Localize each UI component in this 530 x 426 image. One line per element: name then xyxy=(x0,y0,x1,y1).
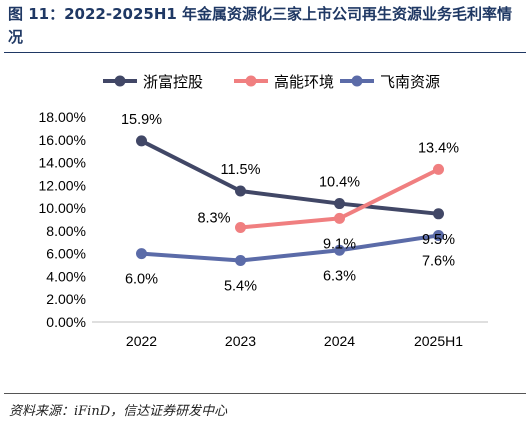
data-point xyxy=(433,163,444,175)
data-point xyxy=(235,221,246,233)
x-tick-label: 2025H1 xyxy=(414,333,463,349)
x-tick-label: 2024 xyxy=(324,333,355,349)
data-point xyxy=(136,248,147,260)
data-point xyxy=(334,212,345,224)
source-divider xyxy=(4,393,526,394)
y-axis: 0.00% 2.00% 4.00% 6.00% 8.00% 10.00% 12.00% 14.… xyxy=(39,109,86,330)
data-point xyxy=(235,255,246,266)
data-label: 9.5% xyxy=(422,232,455,248)
data-label: 6.3% xyxy=(323,268,356,284)
data-point xyxy=(433,229,444,241)
chart-legend: 浙富控股 高能环境 飞南资源 xyxy=(103,73,440,91)
series-line-2 xyxy=(141,233,439,263)
y-tick-label: 10.00% xyxy=(39,200,86,216)
data-label: 8.3% xyxy=(197,210,230,226)
data-label: 9.1% xyxy=(323,236,356,252)
legend-marker-2 xyxy=(351,75,363,87)
data-label: 5.4% xyxy=(224,279,257,295)
y-tick-label: 16.00% xyxy=(39,132,86,148)
data-point xyxy=(235,185,246,197)
y-tick-label: 12.00% xyxy=(39,177,86,193)
legend-label: 高能环境 xyxy=(274,73,334,91)
data-point xyxy=(334,244,345,256)
data-labels: 15.9% 11.5% 10.4% 9.5% 8.3% 9.1% 13.4% 6.0% 5.4%… xyxy=(121,112,459,295)
series-line-0 xyxy=(140,139,439,216)
data-label: 15.9% xyxy=(121,112,162,128)
x-tick-label: 2022 xyxy=(126,333,157,349)
data-point xyxy=(136,135,147,147)
y-tick-label: 18.00% xyxy=(39,109,86,125)
y-tick-label: 8.00% xyxy=(46,223,86,239)
data-label: 10.4% xyxy=(319,175,360,191)
y-tick-label: 6.00% xyxy=(46,246,86,262)
x-axis: 2022 2023 2024 2025H1 xyxy=(92,321,488,349)
series-group xyxy=(136,135,444,266)
x-tick-label: 2023 xyxy=(225,333,256,349)
data-point xyxy=(334,198,345,210)
legend-label: 浙富控股 xyxy=(143,73,203,91)
legend-marker-0 xyxy=(114,75,126,87)
data-label: 13.4% xyxy=(418,140,459,156)
y-tick-label: 4.00% xyxy=(46,268,86,284)
legend-label: 飞南资源 xyxy=(380,73,440,91)
legend-marker-1 xyxy=(245,75,257,87)
data-label: 6.0% xyxy=(125,272,158,288)
y-tick-label: 0.00% xyxy=(46,314,86,330)
y-tick-label: 14.00% xyxy=(39,155,86,171)
data-point xyxy=(433,208,444,220)
figure-title: 图 11：2022-2025H1 年金属资源化三家上市公司再生资源业务毛利率情况 xyxy=(8,5,513,46)
source-note: 资料来源：iFinD，信达证券研发中心 xyxy=(9,404,228,419)
data-label: 7.6% xyxy=(422,253,455,269)
title-divider xyxy=(4,52,526,53)
y-tick-label: 2.00% xyxy=(46,291,86,307)
data-label: 11.5% xyxy=(220,162,260,178)
